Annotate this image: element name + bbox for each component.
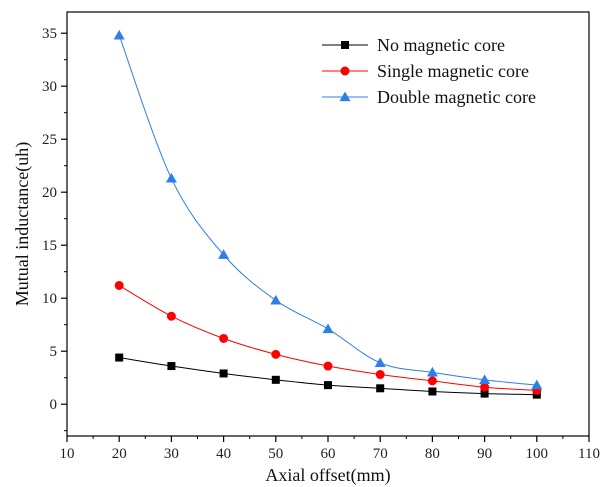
data-point [218,249,230,259]
data-point [271,375,280,384]
data-point [479,374,491,384]
legend-label: Single magnetic core [377,61,529,81]
data-point [165,172,177,183]
x-tick-label: 80 [425,446,440,462]
x-tick-label: 110 [578,446,600,462]
data-point [167,362,176,371]
x-tick-label: 100 [526,446,549,462]
x-axis-title: Axial offset(mm) [265,465,390,486]
legend: No magnetic core Single magnetic core Doub… [322,35,536,107]
data-point [324,381,332,390]
legend-label: Double magnetic core [377,87,536,107]
data-point [114,280,124,290]
x-tick-label: 10 [60,446,75,462]
data-point [271,349,281,359]
data-point [219,369,228,378]
y-tick-label: 35 [42,26,57,42]
y-tick-label: 20 [42,185,57,201]
series-triangle [113,29,543,390]
data-point [427,376,437,386]
data-point [322,323,334,334]
series-square [115,353,541,399]
y-tick-label: 0 [50,397,58,413]
data-point [323,361,333,371]
y-tick-label: 10 [42,291,57,307]
series-line [118,285,537,391]
legend-marker [341,41,349,49]
x-tick-label: 20 [112,446,127,462]
x-tick-label: 40 [216,446,231,462]
data-point [374,357,386,367]
x-tick-label: 30 [164,446,179,462]
legend-item: Double magnetic core [322,87,536,107]
y-tick-label: 25 [42,132,57,148]
series-layer [113,29,543,399]
data-point [426,366,438,377]
legend-item: No magnetic core [322,35,505,55]
x-tick-label: 70 [373,446,388,462]
data-point [270,294,282,305]
series-circle [114,280,542,395]
x-tick-label: 60 [321,446,336,462]
legend-label: No magnetic core [377,35,505,55]
legend-item: Single magnetic core [322,61,529,81]
data-point [428,387,437,396]
data-point [531,379,543,390]
data-point [375,370,385,380]
y-tick-label: 15 [42,238,57,254]
y-tick-label: 30 [42,79,57,95]
data-point [166,311,176,321]
x-tick-label: 90 [477,446,492,462]
data-point [219,333,229,343]
data-point [113,29,125,40]
data-point [376,384,385,393]
data-point [480,389,489,398]
legend-marker [339,91,351,102]
data-point [480,382,490,392]
x-tick-label: 50 [268,446,283,462]
y-axis: 0 5 10 15 20 25 30 35 [42,26,67,432]
x-axis: 10 20 30 40 50 60 70 80 90 100 110 [60,436,600,462]
y-tick-label: 5 [50,344,58,360]
y-axis-title: Mutual inductance(uh) [12,142,33,306]
data-point [115,353,124,362]
legend-marker [340,66,350,76]
